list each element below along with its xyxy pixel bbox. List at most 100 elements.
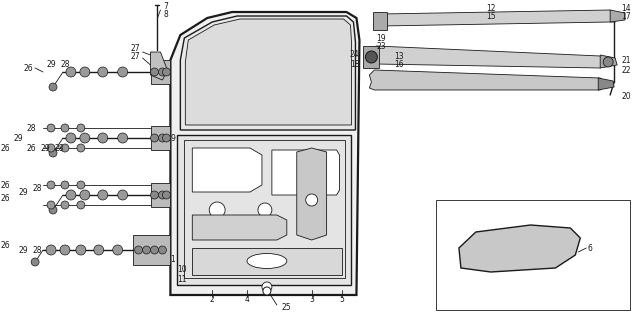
Polygon shape bbox=[600, 55, 617, 68]
Polygon shape bbox=[170, 12, 360, 295]
Circle shape bbox=[209, 202, 225, 218]
Circle shape bbox=[47, 124, 55, 132]
Polygon shape bbox=[371, 46, 605, 68]
Polygon shape bbox=[177, 135, 351, 285]
Text: 16: 16 bbox=[394, 60, 404, 68]
Text: 28: 28 bbox=[26, 124, 36, 132]
Polygon shape bbox=[150, 126, 170, 150]
Text: 15: 15 bbox=[486, 12, 495, 20]
Polygon shape bbox=[297, 148, 326, 240]
Text: 18: 18 bbox=[350, 60, 360, 68]
Circle shape bbox=[46, 245, 56, 255]
Circle shape bbox=[49, 149, 57, 157]
Text: 4: 4 bbox=[244, 295, 250, 305]
Text: 8: 8 bbox=[163, 10, 168, 19]
Circle shape bbox=[80, 133, 90, 143]
Circle shape bbox=[77, 144, 85, 152]
Circle shape bbox=[258, 203, 272, 217]
Text: 13: 13 bbox=[394, 52, 404, 60]
Circle shape bbox=[150, 134, 159, 142]
Circle shape bbox=[159, 68, 166, 76]
Circle shape bbox=[118, 67, 127, 77]
Circle shape bbox=[60, 245, 70, 255]
Text: 19: 19 bbox=[376, 34, 386, 43]
Text: 11: 11 bbox=[177, 276, 187, 284]
Circle shape bbox=[150, 68, 159, 76]
Circle shape bbox=[77, 124, 85, 132]
Circle shape bbox=[306, 194, 317, 206]
Text: 1: 1 bbox=[170, 255, 175, 265]
Circle shape bbox=[47, 144, 55, 152]
Polygon shape bbox=[186, 19, 351, 125]
Polygon shape bbox=[150, 183, 170, 207]
Circle shape bbox=[66, 190, 76, 200]
Circle shape bbox=[98, 133, 108, 143]
Text: 12: 12 bbox=[486, 4, 495, 12]
Polygon shape bbox=[369, 70, 604, 90]
Text: 29: 29 bbox=[19, 245, 28, 254]
Text: 25: 25 bbox=[282, 303, 292, 313]
Text: 29: 29 bbox=[46, 60, 56, 68]
Circle shape bbox=[263, 287, 271, 295]
Text: 28: 28 bbox=[33, 245, 42, 254]
Circle shape bbox=[113, 245, 123, 255]
Circle shape bbox=[80, 190, 90, 200]
Circle shape bbox=[80, 67, 90, 77]
Text: 29: 29 bbox=[19, 188, 28, 196]
Text: 2: 2 bbox=[210, 295, 214, 305]
Text: 27: 27 bbox=[131, 44, 140, 52]
Circle shape bbox=[47, 181, 55, 189]
Circle shape bbox=[163, 134, 170, 142]
Polygon shape bbox=[272, 150, 340, 195]
Circle shape bbox=[163, 68, 170, 76]
Circle shape bbox=[61, 144, 69, 152]
Circle shape bbox=[61, 201, 69, 209]
Text: 9: 9 bbox=[170, 133, 175, 142]
Circle shape bbox=[150, 191, 159, 199]
Circle shape bbox=[163, 191, 170, 199]
Polygon shape bbox=[132, 235, 170, 265]
Text: 23: 23 bbox=[376, 42, 386, 51]
Text: 5: 5 bbox=[339, 295, 344, 305]
Text: 7: 7 bbox=[163, 2, 168, 11]
Text: 26: 26 bbox=[1, 180, 10, 189]
Text: 14: 14 bbox=[621, 4, 631, 12]
Text: 20: 20 bbox=[621, 92, 631, 100]
Circle shape bbox=[365, 51, 378, 63]
Text: 10: 10 bbox=[177, 266, 187, 275]
Circle shape bbox=[98, 190, 108, 200]
Circle shape bbox=[94, 245, 104, 255]
Polygon shape bbox=[192, 248, 342, 275]
Text: 17: 17 bbox=[621, 12, 631, 20]
Circle shape bbox=[47, 201, 55, 209]
Circle shape bbox=[76, 245, 86, 255]
Polygon shape bbox=[598, 78, 614, 90]
Text: 27: 27 bbox=[131, 52, 140, 60]
Polygon shape bbox=[180, 16, 355, 130]
Text: 26: 26 bbox=[1, 194, 10, 203]
Polygon shape bbox=[364, 46, 380, 68]
Polygon shape bbox=[380, 10, 615, 26]
Text: 26: 26 bbox=[23, 63, 33, 73]
Polygon shape bbox=[610, 10, 625, 22]
Circle shape bbox=[61, 181, 69, 189]
Text: 26: 26 bbox=[1, 143, 10, 153]
Text: 26: 26 bbox=[1, 241, 10, 250]
Circle shape bbox=[49, 83, 57, 91]
Polygon shape bbox=[150, 52, 168, 80]
Circle shape bbox=[143, 246, 150, 254]
Text: 29: 29 bbox=[40, 143, 50, 153]
Text: 22: 22 bbox=[621, 66, 631, 75]
Circle shape bbox=[150, 246, 159, 254]
Polygon shape bbox=[150, 60, 170, 84]
Circle shape bbox=[49, 206, 57, 214]
Polygon shape bbox=[192, 215, 287, 240]
Circle shape bbox=[98, 67, 108, 77]
Text: 28: 28 bbox=[60, 60, 70, 68]
Text: 29: 29 bbox=[13, 133, 23, 142]
Circle shape bbox=[118, 133, 127, 143]
Circle shape bbox=[118, 190, 127, 200]
Circle shape bbox=[66, 67, 76, 77]
Circle shape bbox=[159, 246, 166, 254]
Text: 24: 24 bbox=[350, 50, 360, 59]
